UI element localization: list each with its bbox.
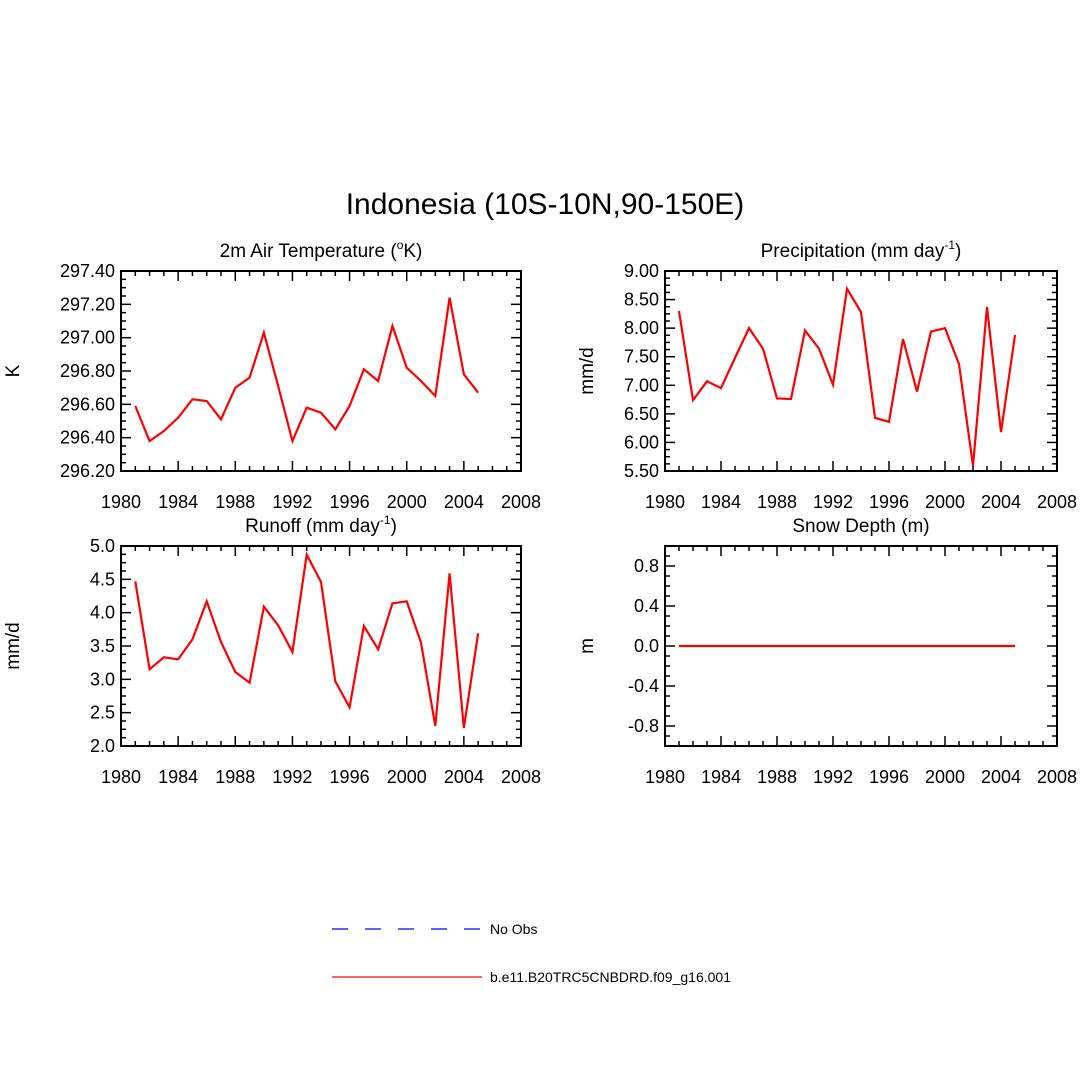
y-axis-label: mm/d [577, 347, 598, 395]
x-tick-label: 2008 [501, 767, 541, 787]
x-tick-label: 2004 [444, 492, 484, 512]
legend-label-2: b.e11.B20TRC5CNBDRD.f09_g16.001 [490, 969, 731, 985]
panel-3: Runoff (mm day-1) 1980 1984 1988 1992 1996 200… [3, 513, 541, 787]
y-tick-label: 4.0 [90, 603, 115, 623]
x-tick-label: 2000 [925, 767, 965, 787]
y-tick-label: 297.00 [60, 328, 115, 348]
x-tick-label: 2000 [387, 767, 427, 787]
series-line [134, 297, 480, 445]
y-tick-label: 0.4 [634, 596, 659, 616]
panel-title-main: 2m Air Temperature ( [220, 241, 398, 262]
series-line [134, 551, 480, 729]
y-tick-label: 7.00 [624, 375, 659, 395]
y-tick-label: 296.20 [60, 461, 115, 481]
y-tick-label: 296.60 [60, 394, 115, 414]
panel-2: Precipitation (mm day-1) 1980 1984 1988 1992… [577, 238, 1077, 512]
x-tick-label: 1988 [215, 492, 255, 512]
y-tick-label: 4.5 [90, 569, 115, 589]
y-tick-label: 0.8 [634, 556, 659, 576]
x-tick-label: 1984 [701, 767, 741, 787]
x-tick-label: 2000 [387, 492, 427, 512]
x-tick-label: 1980 [645, 492, 685, 512]
x-tick-label: 1980 [101, 767, 141, 787]
x-tick-label: 1992 [813, 767, 853, 787]
panel-title-main: Precipitation (mm day [761, 241, 945, 262]
y-tick-label: 2.0 [90, 736, 115, 756]
panel-title-main: Runoff (mm day [245, 516, 380, 537]
plot-frame [120, 545, 522, 747]
y-tick-label: -0.8 [628, 716, 659, 736]
panel-title-superscript: o [397, 238, 404, 252]
figure-title: Indonesia (10S-10N,90-150E) [346, 188, 745, 221]
plot-frame [120, 270, 522, 472]
series-line [677, 285, 1017, 467]
y-tick-label: 6.00 [624, 432, 659, 452]
plot-frame [664, 270, 1058, 472]
y-tick-label: 296.80 [60, 361, 115, 381]
x-tick-label: 2008 [1037, 492, 1077, 512]
y-tick-label: 7.50 [624, 347, 659, 367]
y-tick-label: 6.50 [624, 404, 659, 424]
panel-title-suffix: K) [403, 241, 422, 262]
y-tick-label: 3.0 [90, 669, 115, 689]
y-axis-label: m [577, 638, 598, 654]
y-axis-label: mm/d [3, 622, 24, 670]
panel-1: 2m Air Temperature (oK) 1980 1984 1988 1992 1… [3, 238, 541, 512]
panel-title: Precipitation (mm day-1) [761, 238, 962, 262]
x-tick-label: 1984 [158, 767, 198, 787]
panel-title-suffix: ) [391, 516, 397, 537]
y-tick-label: 297.40 [60, 261, 115, 281]
panel-4: Snow Depth (m) 1980 1984 1988 1992 1996 2000 20… [577, 516, 1077, 787]
y-tick-label: 0.0 [634, 636, 659, 656]
x-tick-label: 2004 [981, 767, 1021, 787]
x-tick-label: 1996 [330, 492, 370, 512]
y-tick-label: 2.5 [90, 703, 115, 723]
panel-title: Snow Depth (m) [792, 516, 929, 537]
y-tick-label: 5.50 [624, 461, 659, 481]
y-tick-label: 296.40 [60, 428, 115, 448]
x-tick-label: 1992 [813, 492, 853, 512]
x-tick-label: 1988 [757, 767, 797, 787]
panel-title-main: Snow Depth (m) [792, 516, 929, 537]
x-tick-label: 1992 [272, 767, 312, 787]
panel-title-superscript: -1 [380, 513, 391, 527]
y-tick-label: 8.00 [624, 318, 659, 338]
x-tick-label: 1996 [869, 767, 909, 787]
x-tick-label: 1980 [645, 767, 685, 787]
panel-title-suffix: ) [955, 241, 961, 262]
x-tick-label: 2000 [925, 492, 965, 512]
panel-title-superscript: -1 [944, 238, 955, 252]
x-tick-label: 2004 [444, 767, 484, 787]
x-tick-label: 1980 [101, 492, 141, 512]
x-tick-label: 1992 [272, 492, 312, 512]
y-tick-label: 8.50 [624, 290, 659, 310]
x-tick-label: 1984 [158, 492, 198, 512]
panel-title: 2m Air Temperature (oK) [220, 238, 423, 262]
panel-title: Runoff (mm day-1) [245, 513, 397, 537]
x-tick-label: 1984 [701, 492, 741, 512]
x-tick-label: 1996 [330, 767, 370, 787]
y-tick-label: 297.20 [60, 294, 115, 314]
x-tick-label: 2008 [1037, 767, 1077, 787]
y-tick-label: 5.0 [90, 536, 115, 556]
x-tick-label: 2004 [981, 492, 1021, 512]
y-axis-label: K [3, 364, 24, 377]
y-tick-label: -0.4 [628, 676, 659, 696]
x-tick-label: 2008 [501, 492, 541, 512]
legend-label-1: No Obs [490, 921, 537, 937]
x-tick-label: 1996 [869, 492, 909, 512]
legend: No Obs b.e11.B20TRC5CNBDRD.f09_g16.001 [332, 921, 731, 985]
x-tick-label: 1988 [757, 492, 797, 512]
y-tick-label: 9.00 [624, 261, 659, 281]
y-tick-label: 3.5 [90, 636, 115, 656]
x-tick-label: 1988 [215, 767, 255, 787]
panels: 2m Air Temperature (oK)1980 1984 1988 1992 1… [3, 238, 1077, 787]
